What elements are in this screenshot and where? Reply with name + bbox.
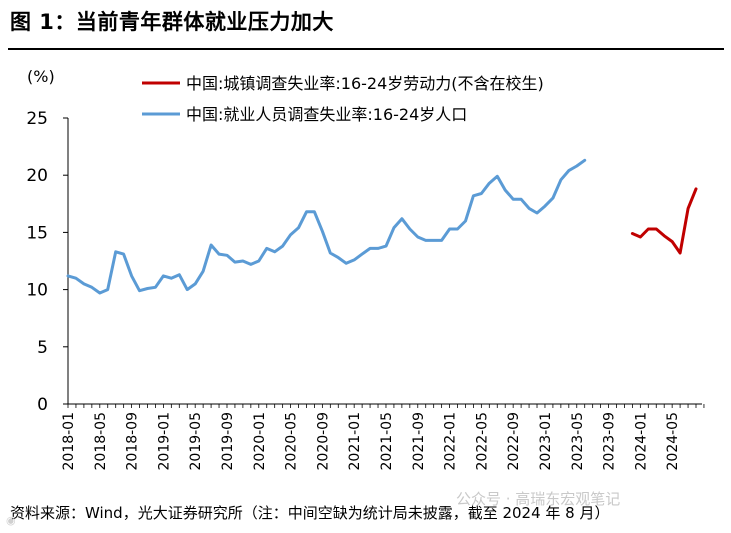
x-tick-label: 2019-01	[156, 412, 172, 471]
x-tick-label: 2018-01	[61, 412, 77, 471]
figure-title: 图 1：当前青年群体就业压力加大	[10, 10, 334, 34]
x-tick-label: 2022-01	[443, 412, 459, 471]
x-tick-label: 2018-05	[93, 412, 109, 471]
watermark-logo-icon: ◉	[6, 514, 16, 527]
x-tick-label: 2020-09	[315, 412, 331, 471]
y-tick-label: 15	[26, 223, 48, 243]
x-tick-label: 2022-05	[474, 412, 490, 471]
y-axis-label: (%)	[27, 67, 55, 86]
y-tick-label: 0	[37, 395, 48, 415]
x-tick-label: 2024-05	[665, 412, 681, 471]
y-tick-label: 10	[26, 281, 48, 301]
source-note: 资料来源：Wind，光大证券研究所（注：中间空缺为统计局未披露，截至 2024 …	[10, 504, 610, 522]
series-line-employed-16-24	[66, 158, 587, 295]
x-tick-label: 2023-01	[538, 412, 554, 471]
legend-label: 中国:就业人员调查失业率:16-24岁人口	[186, 105, 467, 124]
x-tick-label: 2019-05	[188, 412, 204, 471]
x-tick-label: 2024-01	[633, 412, 649, 471]
y-tick-label: 20	[26, 166, 48, 186]
legend-label: 中国:城镇调查失业率:16-24岁劳动力(不含在校生)	[186, 74, 544, 93]
x-tick-label: 2021-09	[411, 412, 427, 471]
x-tick-label: 2023-09	[602, 412, 618, 471]
x-tick-label: 2020-05	[284, 412, 300, 471]
x-tick-label: 2018-09	[125, 412, 141, 471]
watermark-text: 公众号 · 高瑞东宏观笔记	[456, 490, 621, 508]
x-tick-label: 2021-01	[347, 412, 363, 471]
y-tick-label: 25	[26, 109, 48, 129]
title-rule	[8, 48, 724, 50]
x-tick-label: 2020-01	[252, 412, 268, 471]
x-tick-label: 2019-09	[220, 412, 236, 471]
x-tick-label: 2021-05	[379, 412, 395, 471]
x-tick-label: 2022-09	[506, 412, 522, 471]
y-tick-label: 5	[37, 338, 48, 358]
x-tick-label: 2023-05	[570, 412, 586, 471]
series-line-urban-16-24	[630, 187, 698, 255]
